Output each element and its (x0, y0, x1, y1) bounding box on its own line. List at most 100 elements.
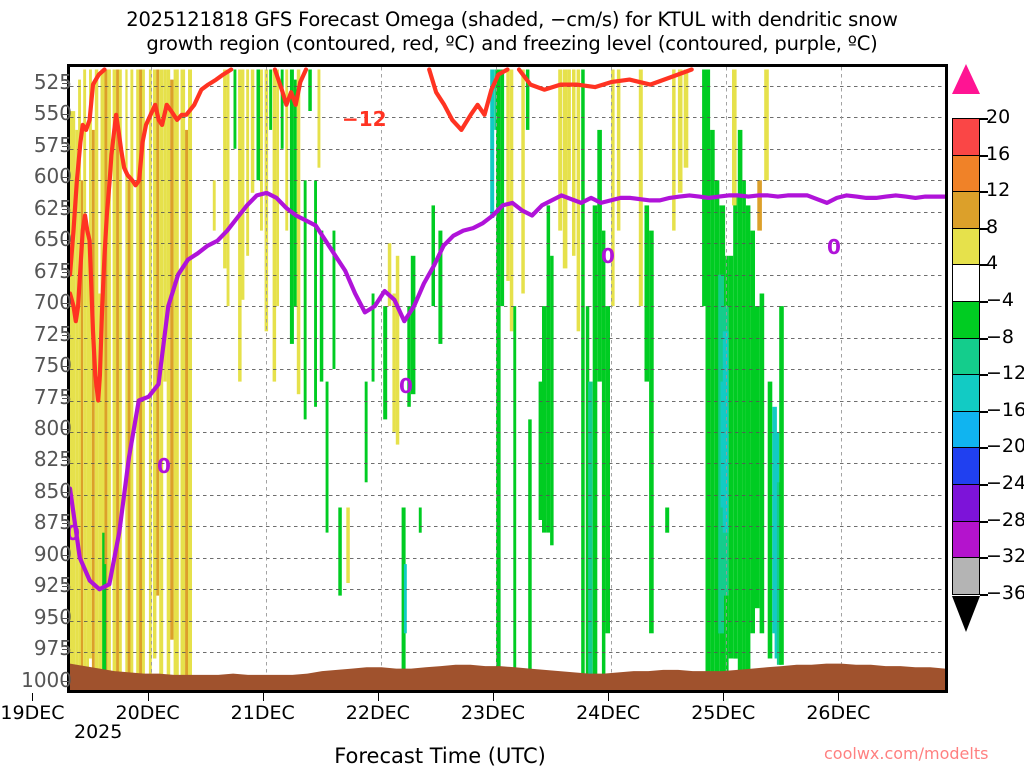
colorbar-tick (980, 118, 988, 120)
omega-shading-band (293, 79, 297, 307)
colorbar-tick-label: −8 (986, 325, 1015, 348)
omega-shading-band (272, 69, 277, 382)
omega-shading-band (710, 129, 715, 684)
omega-shading-band (506, 69, 510, 281)
omega-shading-band (89, 69, 92, 659)
y-axis-tick (62, 146, 69, 147)
colorbar-swatch (952, 410, 980, 449)
omega-shading-band (364, 381, 368, 483)
omega-shading-band (223, 69, 227, 269)
title-line-2: growth region (contoured, red, ºC) and f… (146, 31, 878, 55)
omega-shading-band (525, 69, 530, 130)
gridline-vertical (151, 67, 152, 690)
gridline-horizontal (70, 148, 945, 150)
y-axis-tick-label: 775 (33, 384, 72, 409)
gridline-horizontal (70, 620, 945, 622)
gridline-horizontal (70, 306, 945, 308)
omega-shading-band (496, 69, 501, 684)
colorbar-tick-label: −24 (986, 472, 1024, 494)
omega-shading-band (737, 129, 743, 684)
omega-shading-band (733, 195, 738, 659)
omega-shading-band (438, 230, 443, 344)
omega-shading-band (779, 306, 784, 665)
contour-layer (70, 67, 945, 690)
omega-shading-band (107, 69, 111, 684)
omega-shading-band (136, 69, 140, 684)
chart-plot-area: −12 0 0 0 0 0 (67, 64, 948, 693)
y-axis-tick (62, 366, 69, 367)
colorbar-swatch (952, 447, 980, 486)
y-axis-tick-label: 800 (33, 415, 72, 440)
omega-shading-band (732, 69, 737, 206)
y-axis-tick-label: 850 (33, 478, 72, 503)
y-axis-tick-label: 725 (33, 321, 72, 346)
gridline-vertical (496, 67, 497, 690)
colorbar-tick (980, 411, 988, 413)
colorbar-tick (980, 521, 988, 523)
omega-shading-band (296, 69, 301, 395)
omega-shading-band (102, 532, 105, 684)
gridline-horizontal (70, 243, 945, 245)
x-axis-tick (838, 693, 839, 701)
y-axis-tick-label: 750 (33, 353, 72, 378)
colorbar-tick (980, 484, 988, 486)
omega-shading-band (285, 69, 289, 231)
omega-shading-band (104, 564, 107, 684)
y-axis-tick (62, 586, 69, 587)
omega-shading-band (572, 69, 576, 256)
omega-shading-band (338, 507, 342, 596)
colorbar-swatch (952, 301, 980, 340)
omega-shading-band (226, 69, 230, 307)
omega-shading-band (314, 180, 317, 407)
y-axis-tick (62, 209, 69, 210)
colorbar-swatch (952, 118, 980, 157)
colorbar-tick-label: −32 (986, 545, 1024, 568)
omega-shading-band (112, 69, 117, 684)
omega-shading-band (142, 69, 145, 684)
omega-shading-band (683, 69, 689, 168)
gridline-vertical (381, 67, 382, 690)
omega-shading-band (431, 205, 435, 307)
omega-shading-band (509, 69, 514, 332)
y-axis-tick-label: 525 (33, 69, 72, 94)
colorbar: 20 16 12 8 4 −4 −8 −12 −16 −20 −24 −28 −32 −36 (952, 64, 1024, 654)
watermark: coolwx.com/modelts (824, 744, 989, 763)
colorbar-tick (980, 374, 988, 376)
omega-shading-band (581, 69, 585, 684)
y-axis-tick (62, 618, 69, 619)
gridline-horizontal (70, 431, 945, 433)
gridline-horizontal (70, 526, 945, 528)
colorbar-tick (980, 557, 988, 559)
y-axis-tick-label: 1000 (21, 667, 72, 692)
omega-shading-band (702, 69, 706, 307)
omega-shading-band (269, 69, 273, 130)
x-axis-tick (723, 693, 724, 701)
gridline-horizontal (70, 463, 945, 465)
gridline-horizontal (70, 337, 945, 339)
omega-shading-band (728, 255, 734, 659)
omega-shading-band (180, 69, 186, 678)
omega-shading-band (542, 306, 547, 533)
colorbar-tick (980, 191, 988, 193)
gridline-vertical (611, 67, 612, 690)
colorbar-tick-label: 4 (986, 252, 999, 275)
omega-shading-band (188, 69, 192, 684)
y-axis-tick (62, 523, 69, 524)
y-axis-tick (62, 177, 69, 178)
omega-shading-band (558, 69, 563, 231)
colorbar-tick (980, 594, 988, 596)
omega-shading-band (233, 69, 237, 149)
title-line-1: 2025121818 GFS Forecast Omega (shaded, −… (126, 8, 898, 31)
omega-shading-band (346, 507, 350, 583)
y-axis-tick (62, 555, 69, 556)
freezing-level-contour-label: 0 (601, 244, 615, 268)
chart-canvas: −12 0 0 0 0 0 (70, 67, 945, 690)
y-axis-tick-label: 925 (33, 573, 72, 598)
y-axis-tick (62, 429, 69, 430)
y-axis-tick (62, 83, 69, 84)
omega-shading-band (70, 111, 76, 684)
x-axis-tick-label: 24DEC (576, 702, 641, 724)
omega-shading-band (260, 69, 263, 231)
omega-shading-band (644, 205, 650, 382)
omega-shading-band (371, 293, 375, 382)
